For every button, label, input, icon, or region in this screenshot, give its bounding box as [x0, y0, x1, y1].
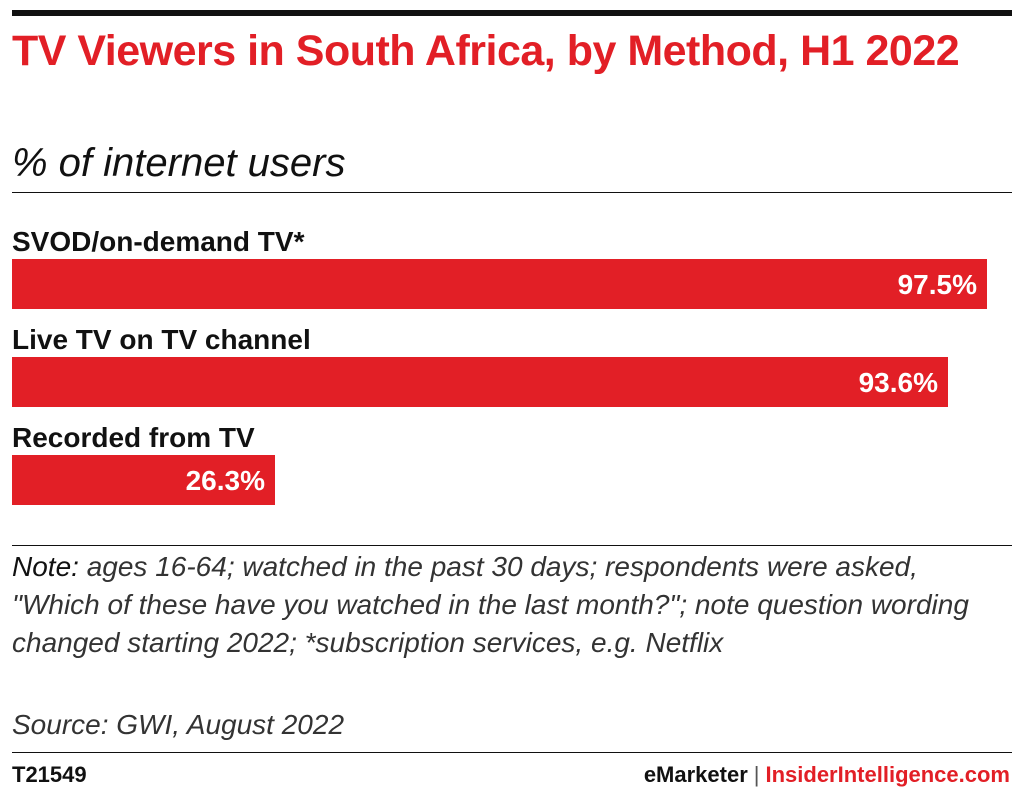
bar [12, 357, 948, 407]
data-label: 97.5% [898, 269, 977, 300]
brand-footer: eMarketer | InsiderIntelligence.com [644, 760, 1010, 790]
chart-source: Source: GWI, August 2022 [12, 709, 345, 740]
bar [12, 259, 987, 309]
chart-id: T21549 [12, 762, 87, 787]
chart-note: Note: ages 16-64; watched in the past 30… [12, 548, 1012, 662]
category-label: Live TV on TV channel [12, 324, 311, 355]
brand-separator: | [753, 762, 760, 787]
brand-insider-intelligence: InsiderIntelligence.com [765, 762, 1010, 787]
footer-divider [12, 752, 1012, 753]
chart-subtitle: % of internet users [12, 141, 346, 185]
note-divider [12, 545, 1012, 546]
note-text: ages 16-64; watched in the past 30 days;… [12, 551, 969, 658]
category-label: SVOD/on-demand TV* [12, 226, 305, 257]
top-rule [12, 10, 1012, 16]
chart-title: TV Viewers in South Africa, by Method, H… [12, 27, 960, 75]
data-label: 93.6% [859, 367, 938, 398]
data-label: 26.3% [186, 465, 265, 496]
note-lead: Note: [12, 551, 79, 582]
brand-emarketer: eMarketer [643, 762, 748, 787]
bar [12, 455, 275, 505]
header-divider [12, 192, 1012, 193]
category-label: Recorded from TV [12, 422, 255, 453]
